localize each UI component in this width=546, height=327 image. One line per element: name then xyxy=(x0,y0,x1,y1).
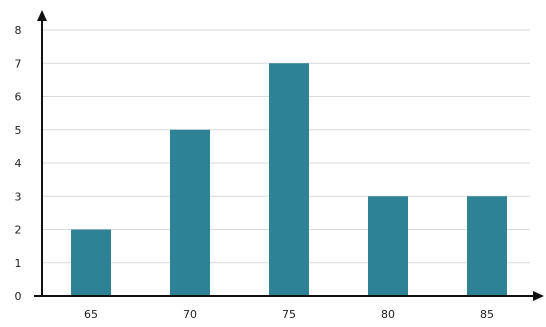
x-tick-label: 65 xyxy=(84,308,98,321)
y-tick-label: 2 xyxy=(15,224,22,237)
axes xyxy=(34,10,544,301)
y-tick-label: 0 xyxy=(15,290,22,303)
bar-65 xyxy=(71,229,111,296)
bar-85 xyxy=(467,196,507,296)
bar-70 xyxy=(170,129,210,296)
x-tick-label: 85 xyxy=(480,308,494,321)
y-tick-labels: 0 1 2 3 4 5 6 7 8 xyxy=(15,24,22,303)
y-tick-label: 8 xyxy=(15,24,22,37)
y-tick-label: 7 xyxy=(15,57,22,70)
x-tick-label: 80 xyxy=(381,308,395,321)
x-axis-arrow-icon xyxy=(533,291,544,301)
x-tick-label: 70 xyxy=(183,308,197,321)
y-tick-label: 4 xyxy=(15,157,22,170)
y-axis-arrow-icon xyxy=(37,10,47,21)
y-tick-label: 1 xyxy=(15,257,22,270)
x-tick-labels: 65 70 75 80 85 xyxy=(84,308,494,321)
y-tick-label: 5 xyxy=(15,124,22,137)
bars xyxy=(71,63,507,296)
bar-75 xyxy=(269,63,309,296)
x-tick-label: 75 xyxy=(282,308,296,321)
bar-80 xyxy=(368,196,408,296)
y-tick-label: 6 xyxy=(15,91,22,104)
y-tick-label: 3 xyxy=(15,190,22,203)
